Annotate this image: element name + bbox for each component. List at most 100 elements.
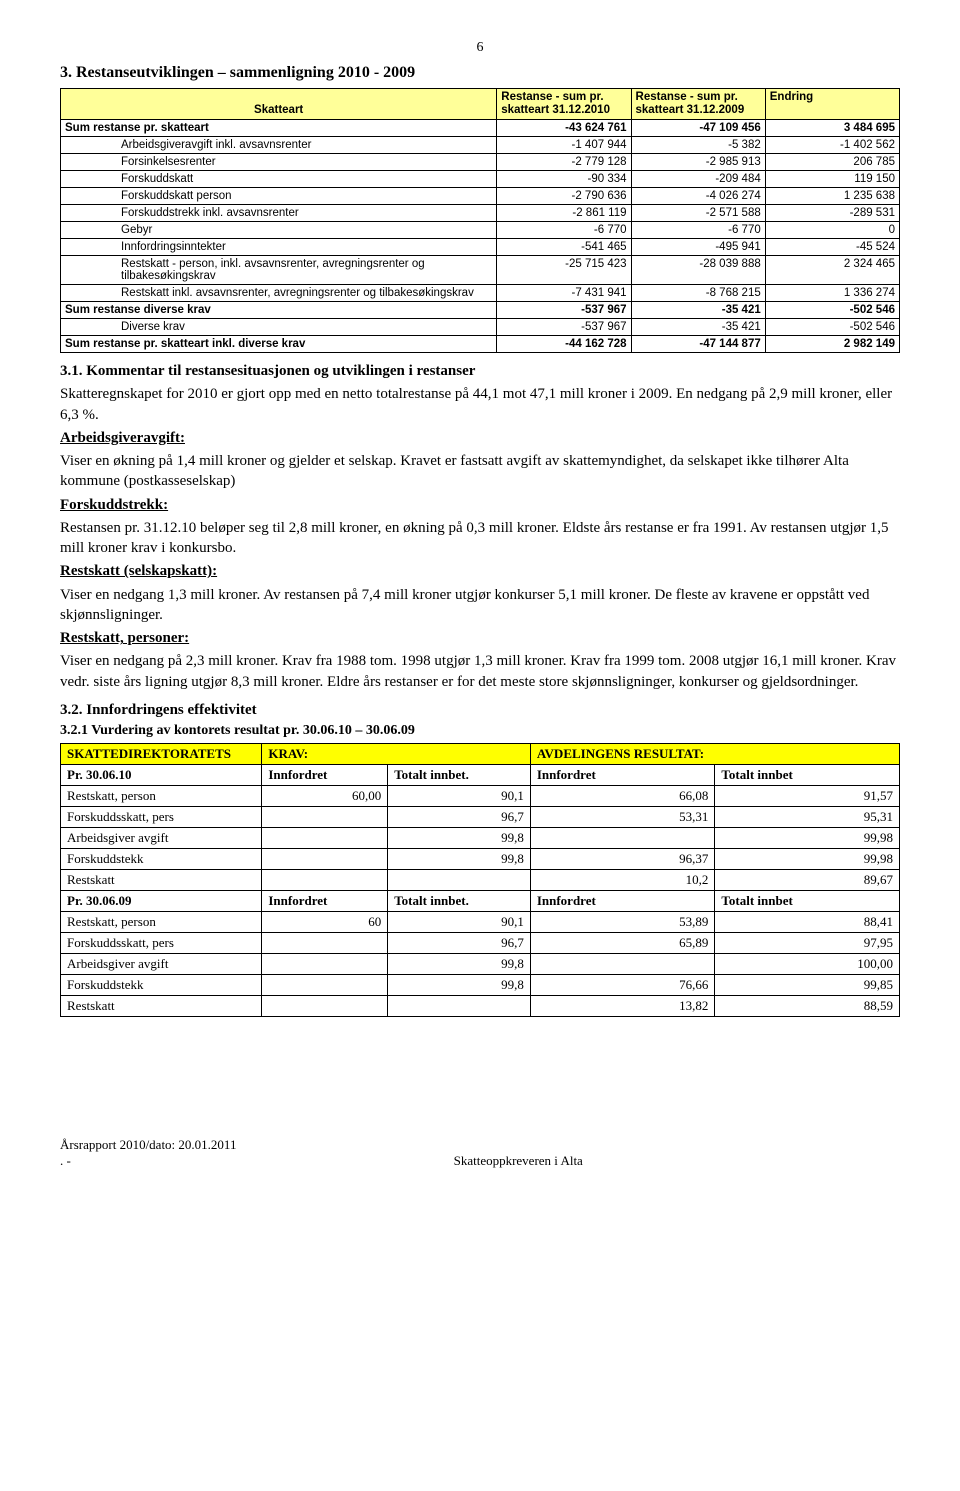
table-cell: -537 967 bbox=[497, 302, 631, 319]
section-321-heading: 3.2.1 Vurdering av kontorets resultat pr… bbox=[60, 723, 900, 739]
table-cell: 119 150 bbox=[765, 171, 899, 188]
table-row-label: Restskatt bbox=[61, 995, 262, 1016]
col-totalt-1b: Totalt innbet bbox=[715, 764, 900, 785]
topic-body: Viser en nedgang på 2,3 mill kroner. Kra… bbox=[60, 651, 900, 692]
table-cell: 99,8 bbox=[388, 953, 531, 974]
table-cell: 10,2 bbox=[530, 869, 715, 890]
table-cell: -7 431 941 bbox=[497, 285, 631, 302]
table-cell: -5 382 bbox=[631, 137, 765, 154]
table-row-label: Sum restanse pr. skatteart inkl. diverse… bbox=[61, 336, 497, 353]
table-cell: 1 336 274 bbox=[765, 285, 899, 302]
table-row-label: Forskuddsskatt, pers bbox=[61, 806, 262, 827]
table-cell: -6 770 bbox=[631, 222, 765, 239]
table-row-label: Forsinkelsesrenter bbox=[61, 154, 497, 171]
topic-title: Restskatt (selskapskatt): bbox=[60, 563, 217, 579]
page-number: 6 bbox=[60, 40, 900, 56]
table-cell: -289 531 bbox=[765, 205, 899, 222]
table-cell bbox=[262, 848, 388, 869]
table-cell: -541 465 bbox=[497, 239, 631, 256]
table-cell: 53,89 bbox=[530, 911, 715, 932]
page-footer: Årsrapport 2010/dato: 20.01.2011 . - Ska… bbox=[60, 1137, 900, 1169]
footer-left1: Årsrapport 2010/dato: 20.01.2011 bbox=[60, 1137, 236, 1153]
table-cell bbox=[262, 953, 388, 974]
table-cell: 88,59 bbox=[715, 995, 900, 1016]
table-cell: -44 162 728 bbox=[497, 336, 631, 353]
table-cell: -2 571 588 bbox=[631, 205, 765, 222]
topic-title: Restskatt, personer: bbox=[60, 630, 189, 646]
col-totalt-2a: Totalt innbet. bbox=[388, 890, 531, 911]
topic-body: Viser en nedgang 1,3 mill kroner. Av res… bbox=[60, 585, 900, 626]
table-row-label: Restskatt inkl. avsavnsrenter, avregning… bbox=[61, 285, 497, 302]
restanse-table: Skatteart Restanse - sum pr. skatteart 3… bbox=[60, 88, 900, 353]
footer-center: Skatteoppkreveren i Alta bbox=[454, 1153, 583, 1169]
table-cell bbox=[530, 953, 715, 974]
topic-title: Forskuddstrekk: bbox=[60, 497, 168, 513]
table-cell: -2 861 119 bbox=[497, 205, 631, 222]
table-cell: -4 026 274 bbox=[631, 188, 765, 205]
table-cell: 96,7 bbox=[388, 806, 531, 827]
period-1: Pr. 30.06.10 bbox=[61, 764, 262, 785]
table-cell: -495 941 bbox=[631, 239, 765, 256]
table-cell: 60,00 bbox=[262, 785, 388, 806]
table-cell: 97,95 bbox=[715, 932, 900, 953]
table-cell bbox=[388, 995, 531, 1016]
table-row-label: Sum restanse diverse krav bbox=[61, 302, 497, 319]
innfordring-table: SKATTEDIREKTORATETS KRAV: AVDELINGENS RE… bbox=[60, 743, 900, 1017]
table-row-label: Forskuddskatt person bbox=[61, 188, 497, 205]
col-totalt-2b: Totalt innbet bbox=[715, 890, 900, 911]
table-cell: 60 bbox=[262, 911, 388, 932]
table-cell: 89,67 bbox=[715, 869, 900, 890]
table-cell: -209 484 bbox=[631, 171, 765, 188]
col-innfordret-1a: Innfordret bbox=[262, 764, 388, 785]
table-cell: -90 334 bbox=[497, 171, 631, 188]
table-cell: -8 768 215 bbox=[631, 285, 765, 302]
table-cell: 2 982 149 bbox=[765, 336, 899, 353]
table-cell: -35 421 bbox=[631, 319, 765, 336]
col-innfordret-1b: Innfordret bbox=[530, 764, 715, 785]
table-row-label: Restskatt - person, inkl. avsavnsrenter,… bbox=[61, 256, 497, 285]
table-cell: 90,1 bbox=[388, 785, 531, 806]
table-row-label: Forskuddsskatt, pers bbox=[61, 932, 262, 953]
table-cell: 91,57 bbox=[715, 785, 900, 806]
section-3-heading: 3. Restanseutviklingen – sammenligning 2… bbox=[60, 64, 900, 82]
col-skatteart: Skatteart bbox=[61, 89, 497, 120]
table-cell: 90,1 bbox=[388, 911, 531, 932]
table-cell: -502 546 bbox=[765, 319, 899, 336]
table-row-label: Restskatt, person bbox=[61, 911, 262, 932]
table-row-label: Arbeidsgiver avgift bbox=[61, 827, 262, 848]
table-cell: -2 779 128 bbox=[497, 154, 631, 171]
table-cell: -25 715 423 bbox=[497, 256, 631, 285]
col-totalt-1a: Totalt innbet. bbox=[388, 764, 531, 785]
table-row-label: Forskuddskatt bbox=[61, 171, 497, 188]
table-cell: 76,66 bbox=[530, 974, 715, 995]
period-2: Pr. 30.06.09 bbox=[61, 890, 262, 911]
table-cell: -1 402 562 bbox=[765, 137, 899, 154]
table-cell: 206 785 bbox=[765, 154, 899, 171]
table-cell: 99,8 bbox=[388, 827, 531, 848]
table-cell bbox=[262, 995, 388, 1016]
section-31-intro: Skatteregnskapet for 2010 er gjort opp m… bbox=[60, 384, 900, 425]
table-cell: 99,8 bbox=[388, 848, 531, 869]
section-32-heading: 3.2. Innfordringens effektivitet bbox=[60, 702, 900, 719]
table-cell: -47 109 456 bbox=[631, 120, 765, 137]
hdr-skattedir: SKATTEDIREKTORATETS bbox=[61, 743, 262, 764]
table-cell bbox=[262, 806, 388, 827]
table-cell: -45 524 bbox=[765, 239, 899, 256]
col-innfordret-2a: Innfordret bbox=[262, 890, 388, 911]
col-2009: Restanse - sum pr. skatteart 31.12.2009 bbox=[631, 89, 765, 120]
table-cell: 99,8 bbox=[388, 974, 531, 995]
table-cell: 1 235 638 bbox=[765, 188, 899, 205]
table-cell bbox=[530, 827, 715, 848]
table-cell: -1 407 944 bbox=[497, 137, 631, 154]
table-row-label: Diverse krav bbox=[61, 319, 497, 336]
topic-title: Arbeidsgiveravgift: bbox=[60, 430, 185, 446]
table-cell: 53,31 bbox=[530, 806, 715, 827]
table-row-label: Restskatt, person bbox=[61, 785, 262, 806]
table-cell bbox=[262, 869, 388, 890]
topic-body: Viser en økning på 1,4 mill kroner og gj… bbox=[60, 451, 900, 492]
table-cell: -6 770 bbox=[497, 222, 631, 239]
table-row-label: Arbeidsgiveravgift inkl. avsavnsrenter bbox=[61, 137, 497, 154]
table-cell: -28 039 888 bbox=[631, 256, 765, 285]
table-cell: 96,37 bbox=[530, 848, 715, 869]
col-endring: Endring bbox=[765, 89, 899, 120]
